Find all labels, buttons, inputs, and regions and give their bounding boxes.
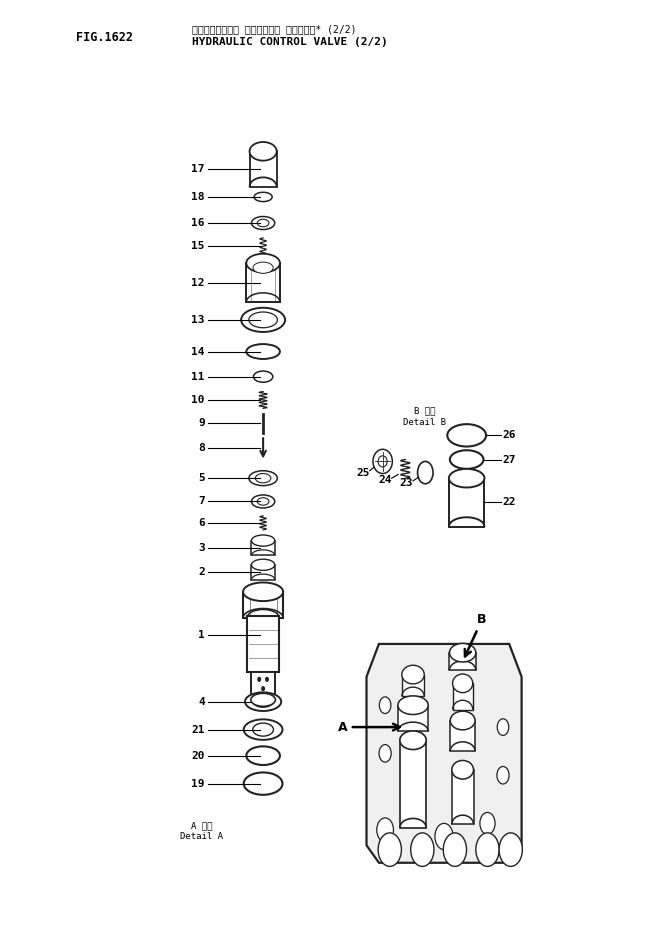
Ellipse shape: [251, 559, 275, 571]
Text: 8: 8: [198, 444, 205, 453]
Circle shape: [377, 818, 393, 842]
Text: B 詳細
Detail B: B 詳細 Detail B: [403, 406, 446, 427]
Circle shape: [258, 677, 260, 681]
Text: 1: 1: [198, 630, 205, 640]
Circle shape: [379, 744, 391, 762]
Ellipse shape: [245, 692, 281, 711]
Polygon shape: [247, 616, 279, 672]
Text: 26: 26: [502, 431, 516, 440]
Text: 15: 15: [191, 241, 205, 251]
Polygon shape: [251, 565, 275, 580]
Text: 22: 22: [502, 498, 516, 507]
Text: A: A: [337, 721, 400, 733]
Text: 27: 27: [502, 455, 516, 464]
Ellipse shape: [450, 644, 476, 662]
Circle shape: [435, 824, 453, 850]
Text: 4: 4: [198, 697, 205, 707]
Text: A 詳細
Detail A: A 詳細 Detail A: [180, 821, 223, 841]
Circle shape: [378, 833, 401, 867]
Ellipse shape: [373, 449, 393, 474]
Circle shape: [417, 461, 433, 484]
Polygon shape: [450, 720, 475, 751]
Text: 23: 23: [400, 478, 413, 488]
Polygon shape: [367, 644, 522, 863]
Polygon shape: [251, 541, 275, 556]
Circle shape: [443, 833, 467, 867]
Polygon shape: [449, 478, 484, 527]
Circle shape: [497, 767, 509, 784]
Text: 5: 5: [198, 474, 205, 483]
Text: 11: 11: [191, 372, 205, 382]
Text: 9: 9: [198, 418, 205, 428]
Text: 21: 21: [191, 725, 205, 735]
Text: HYDRAULIC CONTROL VALVE (2/2): HYDRAULIC CONTROL VALVE (2/2): [192, 36, 387, 47]
Ellipse shape: [257, 219, 269, 227]
Ellipse shape: [249, 142, 276, 161]
Ellipse shape: [243, 583, 283, 601]
Circle shape: [411, 833, 434, 867]
Ellipse shape: [400, 731, 426, 749]
Ellipse shape: [253, 696, 273, 707]
Text: 24: 24: [378, 475, 392, 485]
Polygon shape: [400, 741, 426, 828]
Ellipse shape: [402, 665, 424, 684]
Text: B: B: [465, 613, 487, 657]
Ellipse shape: [450, 711, 475, 729]
Ellipse shape: [378, 456, 387, 467]
Text: 3: 3: [198, 543, 205, 553]
Polygon shape: [249, 151, 276, 187]
Text: 12: 12: [191, 277, 205, 288]
Circle shape: [480, 813, 495, 834]
Circle shape: [262, 686, 264, 690]
Ellipse shape: [241, 308, 285, 332]
Polygon shape: [247, 263, 280, 303]
Polygon shape: [452, 684, 472, 710]
Ellipse shape: [251, 693, 275, 706]
Ellipse shape: [253, 262, 273, 274]
Polygon shape: [243, 592, 283, 618]
Text: 18: 18: [191, 192, 205, 202]
Ellipse shape: [252, 723, 273, 736]
Ellipse shape: [452, 760, 474, 779]
Ellipse shape: [251, 535, 275, 546]
Polygon shape: [251, 672, 275, 700]
Text: 10: 10: [191, 395, 205, 405]
Circle shape: [265, 677, 268, 681]
Text: 2: 2: [198, 567, 205, 577]
Text: 14: 14: [191, 347, 205, 357]
Ellipse shape: [257, 498, 269, 505]
Text: 16: 16: [191, 218, 205, 228]
Ellipse shape: [244, 719, 282, 740]
Ellipse shape: [249, 312, 277, 328]
Text: 7: 7: [198, 497, 205, 506]
Polygon shape: [402, 674, 424, 697]
Text: FIG.1622: FIG.1622: [76, 31, 132, 44]
Text: 13: 13: [191, 315, 205, 325]
Ellipse shape: [247, 254, 280, 273]
Text: 17: 17: [191, 164, 205, 174]
Polygon shape: [450, 653, 476, 671]
Circle shape: [476, 833, 499, 867]
Text: 20: 20: [191, 751, 205, 760]
Ellipse shape: [449, 469, 484, 488]
Text: 6: 6: [198, 517, 205, 528]
Polygon shape: [452, 770, 474, 825]
Circle shape: [499, 833, 522, 867]
Polygon shape: [398, 705, 428, 731]
Circle shape: [380, 697, 391, 714]
Circle shape: [497, 719, 509, 735]
Ellipse shape: [398, 696, 428, 715]
Ellipse shape: [452, 674, 472, 693]
Text: ハイト゚ロリック コントロール パルプ* (2/2): ハイト゚ロリック コントロール パルプ* (2/2): [192, 24, 356, 35]
Ellipse shape: [255, 474, 271, 483]
Ellipse shape: [251, 217, 275, 230]
Text: 25: 25: [356, 468, 370, 477]
Ellipse shape: [251, 495, 275, 508]
Ellipse shape: [249, 471, 277, 486]
Text: 19: 19: [191, 779, 205, 788]
